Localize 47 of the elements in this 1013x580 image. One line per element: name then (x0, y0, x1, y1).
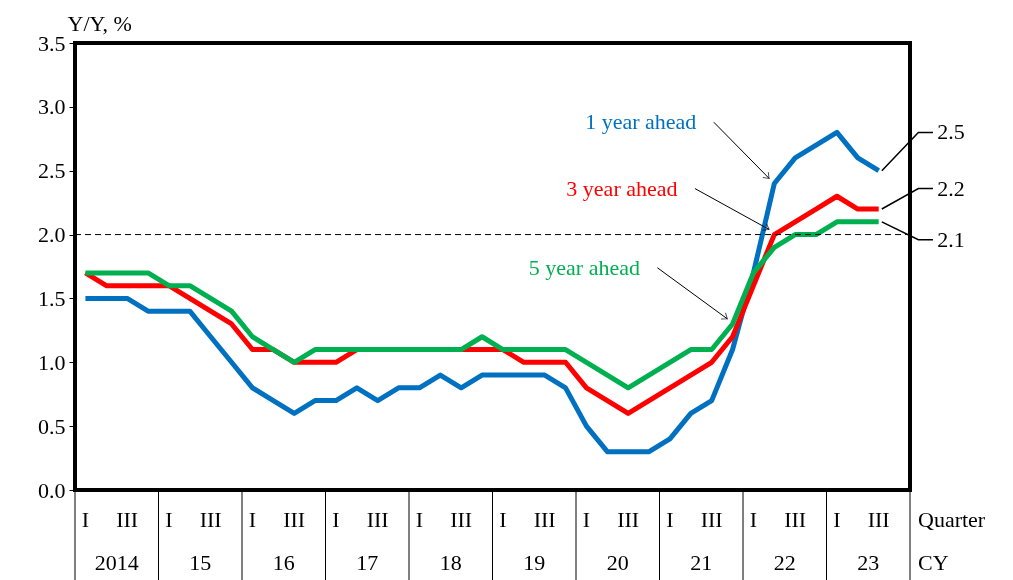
x-tick-label: III (116, 507, 139, 532)
y-tick-label: 1.0 (38, 349, 66, 375)
x-tick-label: III (700, 507, 723, 532)
x-tick-label: I (81, 507, 90, 532)
y-tick-label: 3.5 (38, 30, 66, 56)
data-label: 2.1 (937, 226, 965, 252)
x-tick-label: III (199, 507, 222, 532)
x-tick-label: III (283, 507, 306, 532)
y-tick-label: 2.0 (38, 222, 66, 248)
y-tick-label: 0.5 (38, 413, 66, 439)
y-tick-label: 0.0 (38, 477, 66, 503)
y-tick-label: 1.5 (38, 285, 66, 311)
x-tick-label: I (666, 507, 674, 532)
y-axis-title: Y/Y, % (67, 10, 132, 36)
y-tick-label: 2.5 (38, 158, 66, 184)
x-tick-label: III (784, 507, 807, 532)
text: 18 (439, 550, 462, 575)
x-tick-label: III (617, 507, 640, 532)
text: 19 (523, 550, 546, 575)
text: 2014 (94, 550, 139, 575)
x-tick-label: I (499, 507, 507, 532)
text: 15 (189, 550, 212, 575)
x-tick-label: III (533, 507, 556, 532)
x-tick-label: I (415, 507, 424, 532)
text: 20 (606, 550, 629, 575)
text: Quarter (918, 507, 986, 532)
text: 23 (857, 550, 880, 575)
data-label: 2.5 (937, 119, 965, 145)
x-tick-label: I (749, 507, 758, 532)
x-tick-label: I (332, 507, 340, 532)
x-tick-label: I (248, 507, 257, 532)
text: 21 (690, 550, 713, 575)
y-tick-label: 3.0 (38, 94, 66, 120)
data-label: 2.2 (937, 175, 965, 201)
text: 1 year ahead (585, 109, 697, 135)
text: 3 year ahead (566, 175, 678, 201)
x-tick-label: I (582, 507, 591, 532)
text: 17 (356, 550, 379, 575)
text: 16 (272, 550, 295, 575)
text: CY (918, 550, 949, 575)
text: 5 year ahead (528, 254, 640, 280)
x-tick-label: III (867, 507, 890, 532)
x-tick-label: I (165, 507, 173, 532)
x-tick-label: I (833, 507, 841, 532)
x-tick-label: III (450, 507, 473, 532)
text: 22 (773, 550, 796, 575)
x-tick-label: III (366, 507, 389, 532)
